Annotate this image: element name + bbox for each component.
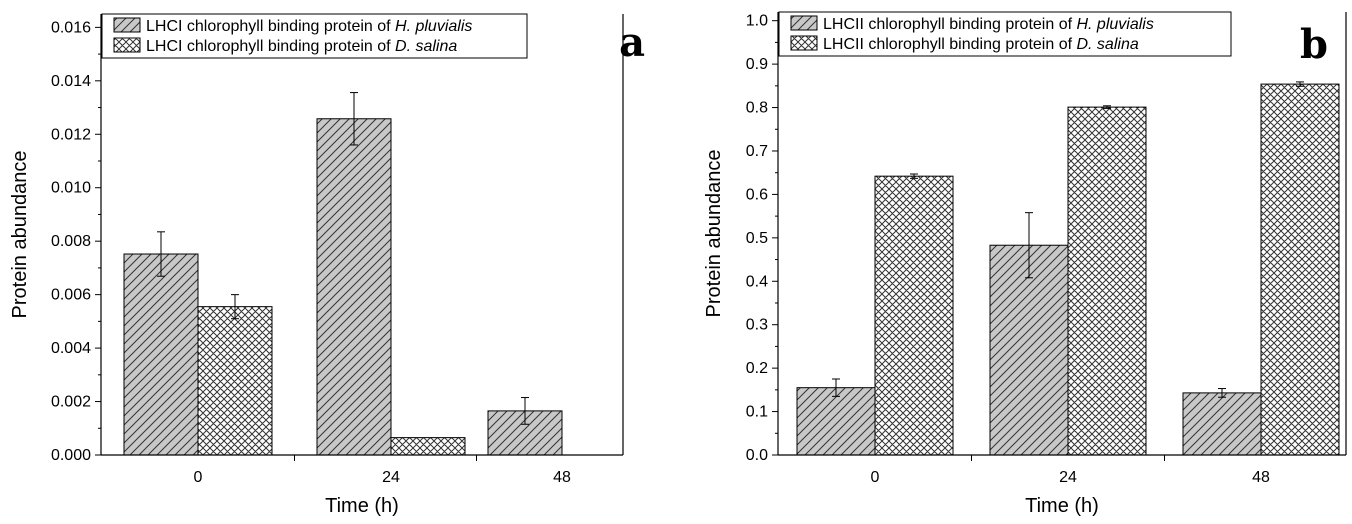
panel-b-y-axis-title: Protein abundance: [703, 150, 725, 318]
panel-a-ytick-label: 0.006: [51, 287, 91, 304]
panel-a-errorbar-s1-24: [350, 92, 358, 146]
panel-a-xtick-label: 0: [194, 469, 203, 486]
panel-a-axes-frame: [100, 14, 624, 456]
panel-b-x-axis-title: Time (h): [1025, 495, 1099, 517]
panel-a-legend-label-s2: LHCI chlorophyll binding protein of D. s…: [146, 38, 457, 55]
panel-a-legend-swatch-s1: [113, 17, 141, 33]
panel-b-errorbar-s2-48: [1296, 81, 1304, 87]
panel-b-ytick-label: 1.0: [746, 13, 768, 30]
panel-b-legend-swatch-s1: [790, 15, 818, 31]
panel-a-bar-s1-24: [316, 118, 392, 456]
panel-a-ytick-label: 0.012: [51, 126, 91, 143]
panel-a-ytick-label: 0.000: [51, 447, 91, 464]
panel-b-ytick-label: 0.0: [746, 447, 768, 464]
panel-b-bar-s2-48: [1260, 83, 1340, 456]
panel-b-ytick-label: 0.4: [746, 273, 768, 290]
panel-b-ytick-label: 0.7: [746, 143, 768, 160]
panel-b-errorbar-s1-48: [1218, 388, 1226, 398]
panel-b-letter: b: [1300, 21, 1328, 68]
panel-a-xtick-label: 24: [382, 469, 400, 486]
panel-a-ytick-label: 0.002: [51, 394, 91, 411]
chart-panel-b: 0.0 0.1 0.2 0.3 0.4 0.5 0.6 0.7 0.8 0.9 1.0 0 24 48 Ti…: [703, 11, 1347, 517]
panel-a-ytick-label: 0.010: [51, 180, 91, 197]
panel-b-legend-label-s2: LHCII chlorophyll binding protein of D. …: [823, 36, 1139, 53]
panel-b-errorbar-s2-0: [910, 173, 918, 179]
panel-b-legend-label-s1: LHCII chlorophyll binding protein of H. …: [823, 16, 1154, 33]
chart-panel-a: 0.000 0.002 0.004 0.006 0.008 0.010 0.012 0.014…: [9, 13, 645, 517]
panel-a-xtick-label: 48: [553, 469, 571, 486]
panel-a-errorbar-s2-0: [231, 294, 239, 320]
panel-b-ytick-label: 0.1: [746, 404, 768, 421]
panel-b-ytick-label: 0.3: [746, 317, 768, 334]
panel-b-errorbar-s1-24: [1025, 212, 1033, 279]
panel-b-legend: LHCII chlorophyll binding protein of H. …: [778, 11, 1232, 57]
panel-b-legend-box: [778, 11, 1232, 57]
panel-a-ytick-label: 0.004: [51, 340, 91, 357]
panel-b-ytick-label: 0.9: [746, 56, 768, 73]
panel-b-errorbar-s1-0: [832, 378, 840, 397]
panel-a-legend-label-s1: LHCI chlorophyll binding protein of H. p…: [146, 18, 472, 35]
panel-b-bar-s1-24: [989, 244, 1069, 456]
panel-b-xtick-label: 48: [1252, 469, 1270, 486]
panel-b-ytick-label: 0.8: [746, 100, 768, 117]
panel-a-bar-s2-0: [197, 306, 273, 456]
panel-b-bar-s2-24: [1067, 106, 1147, 456]
panel-a-ytick-label: 0.008: [51, 233, 91, 250]
panel-b-legend-swatch-s2: [790, 35, 818, 51]
panel-b-xtick-label: 0: [871, 469, 880, 486]
panel-b-xtick-label: 24: [1059, 469, 1077, 486]
panel-b-errorbar-s2-24: [1103, 105, 1111, 109]
panel-a-ytick-label: 0.016: [51, 19, 91, 36]
panel-a-errorbar-s1-48: [521, 397, 529, 425]
panel-a-legend-box: [101, 13, 528, 59]
panel-a-y-axis-title: Protein abundance: [9, 151, 31, 319]
panel-a-x-axis-title: Time (h): [325, 495, 399, 517]
panel-a-bar-s2-24: [390, 437, 466, 456]
panel-a-ytick-label: 0.014: [51, 73, 91, 90]
panel-a-bar-s1-0: [123, 253, 199, 456]
panel-b-ytick-label: 0.2: [746, 360, 768, 377]
panel-a-legend: LHCI chlorophyll binding protein of H. p…: [101, 13, 528, 59]
panel-b-ytick-label: 0.6: [746, 186, 768, 203]
panel-a-letter: a: [619, 19, 645, 66]
panel-b-ytick-label: 0.5: [746, 230, 768, 247]
panel-b-bar-s1-0: [796, 387, 876, 456]
panel-a-errorbar-s1-0: [157, 231, 165, 277]
panel-b-bar-s1-48: [1182, 392, 1262, 456]
panel-b-bar-s2-0: [874, 175, 954, 456]
panel-a-legend-swatch-s2: [113, 37, 141, 53]
